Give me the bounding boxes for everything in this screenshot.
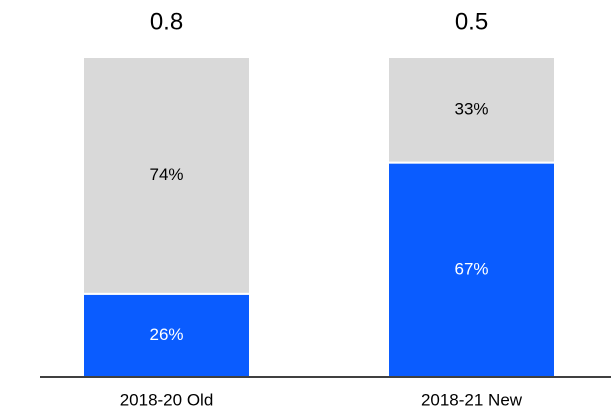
total-label: 0.5 <box>455 8 488 35</box>
segment-label: 26% <box>149 325 183 344</box>
x-tick-label: 2018-21 New <box>421 390 523 409</box>
segment-label: 67% <box>454 259 488 278</box>
bar-segment <box>387 56 556 164</box>
x-tick-label: 2018-20 Old <box>120 390 214 409</box>
segment-label: 74% <box>149 165 183 184</box>
total-label: 0.8 <box>150 8 183 35</box>
segment-label: 33% <box>454 99 488 118</box>
bar-segment <box>82 292 251 378</box>
bar-segment <box>82 56 251 295</box>
